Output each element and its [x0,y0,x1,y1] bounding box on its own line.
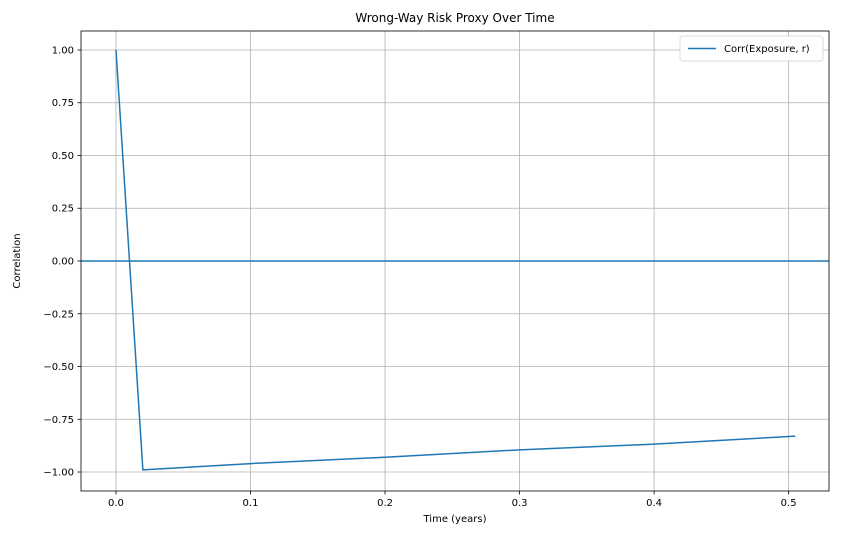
plot-area [80,30,830,492]
x-axis-label: Time (years) [423,514,487,525]
series-lines [81,49,829,471]
y-tick-label: −0.75 [43,415,74,426]
y-tick-label: 1.00 [52,45,74,56]
legend: Corr(Exposure, r) [679,35,824,62]
legend-label: Corr(Exposure, r) [724,44,810,55]
axis-ticks: 0.0 0.1 0.2 0.3 0.4 0.5 1.00 0.75 0.50 0.25 0.00 −0… [43,45,796,509]
x-tick-label: 0.3 [512,498,528,509]
y-tick-label: −0.50 [43,362,74,373]
y-tick-label: 0.75 [52,98,74,109]
y-tick-label: 0.00 [52,257,74,268]
x-tick-label: 0.1 [243,498,259,509]
chart-title: Wrong-Way Risk Proxy Over Time [355,11,554,25]
y-tick-label: −0.25 [43,309,74,320]
y-axis-label: Correlation [12,233,23,288]
y-tick-label: −1.00 [43,468,74,479]
y-tick-label: 0.50 [52,151,74,162]
x-tick-label: 0.5 [781,498,797,509]
x-tick-label: 0.4 [646,498,662,509]
y-tick-label: 0.25 [52,204,74,215]
legend-box [679,35,824,62]
series-line [115,49,796,471]
x-tick-label: 0.2 [377,498,393,509]
x-tick-label: 0.0 [108,498,124,509]
